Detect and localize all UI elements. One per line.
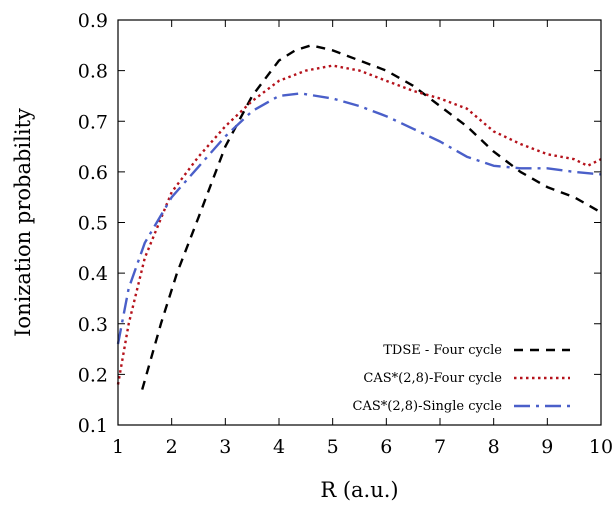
y-tick-label: 0.6 xyxy=(78,162,108,184)
data-series xyxy=(116,44,602,390)
y-tick-label: 0.5 xyxy=(78,213,108,235)
axis-ticks: 1 2 3 4 5 6 7 8 9 10 0.1 0.2 0.3 0.4 0.5 0.6 0.7 0.8 0.9 xyxy=(78,10,613,458)
series-line-cas-2-8-single-cycle xyxy=(116,92,602,345)
y-tick-label: 0.1 xyxy=(78,415,108,437)
x-tick-label: 1 xyxy=(112,436,124,458)
legend: TDSE - Four cycle CAS*(2,8)-Four cycle CAS… xyxy=(353,343,570,414)
y-tick-label: 0.8 xyxy=(78,61,108,83)
series-line-cas-2-8-four-cycle xyxy=(116,64,602,385)
x-tick-label: 8 xyxy=(488,436,500,458)
y-tick-label: 0.2 xyxy=(78,364,108,386)
x-tick-label: 10 xyxy=(589,436,613,458)
x-tick-label: 4 xyxy=(273,436,285,458)
y-tick-label: 0.4 xyxy=(78,263,108,285)
x-tick-label: 7 xyxy=(434,436,446,458)
series-line-tdse-four-cycle xyxy=(141,44,602,390)
x-axis-label: R (a.u.) xyxy=(320,478,398,502)
x-tick-label: 6 xyxy=(380,436,392,458)
y-tick-label: 0.3 xyxy=(78,314,108,336)
x-tick-label: 5 xyxy=(327,436,339,458)
y-tick-label: 0.9 xyxy=(78,10,108,32)
legend-label-tdse-four-cycle: TDSE - Four cycle xyxy=(383,343,502,358)
x-tick-label: 2 xyxy=(166,436,178,458)
y-axis-label: Ionization probability xyxy=(11,108,35,337)
x-tick-label: 9 xyxy=(541,436,553,458)
plot-frame xyxy=(117,19,602,426)
legend-label-cas-2-8-four-cycle: CAS*(2,8)-Four cycle xyxy=(363,371,502,386)
legend-label-cas-2-8-single-cycle: CAS*(2,8)-Single cycle xyxy=(353,399,503,414)
y-tick-label: 0.7 xyxy=(78,111,108,133)
x-tick-label: 3 xyxy=(219,436,231,458)
